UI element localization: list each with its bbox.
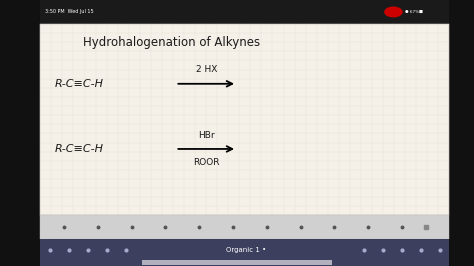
- Text: Organic 1 •: Organic 1 •: [227, 247, 266, 253]
- Text: ROOR: ROOR: [193, 158, 219, 167]
- Bar: [40, 0, 449, 24]
- Text: 2 HX: 2 HX: [195, 65, 217, 74]
- Text: Hydrohalogenation of Alkynes: Hydrohalogenation of Alkynes: [83, 36, 260, 49]
- Bar: [40, 215, 449, 239]
- Bar: [40, 239, 449, 266]
- Text: 3:50 PM  Wed Jul 15: 3:50 PM Wed Jul 15: [45, 10, 94, 14]
- Text: HBr: HBr: [198, 131, 215, 140]
- Circle shape: [385, 7, 402, 17]
- Bar: [0, 0, 40, 266]
- Text: ● 67%■: ● 67%■: [405, 10, 423, 14]
- Text: R-C≡C-H: R-C≡C-H: [55, 79, 103, 89]
- Bar: [142, 260, 332, 265]
- Bar: [40, 24, 449, 215]
- Bar: [449, 0, 474, 266]
- Text: R-C≡C-H: R-C≡C-H: [55, 144, 103, 154]
